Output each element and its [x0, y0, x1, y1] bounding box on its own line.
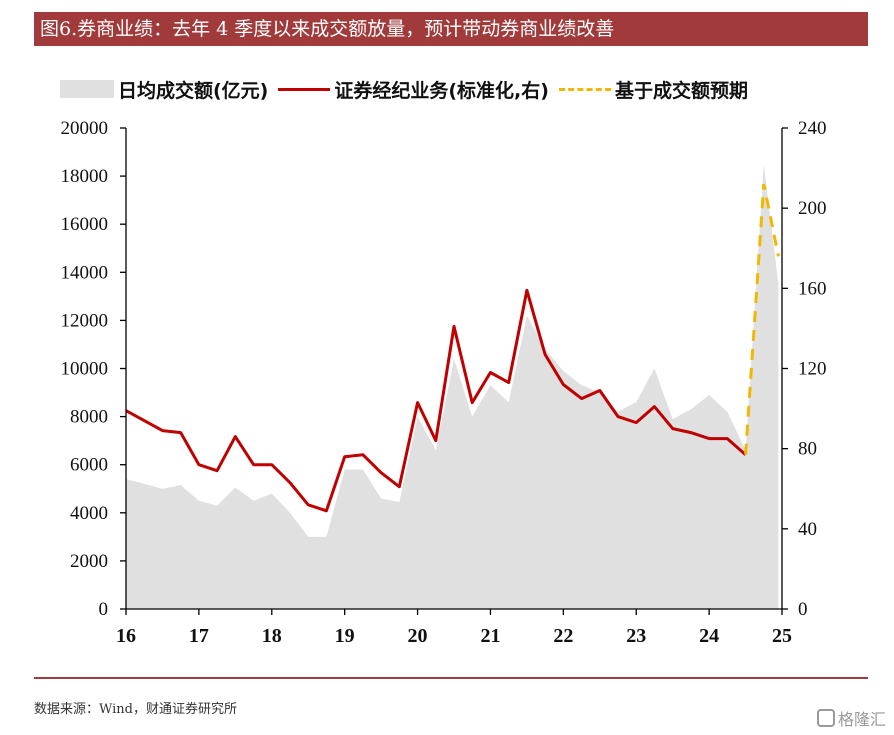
y-left-tick-label: 2000 — [70, 551, 108, 572]
footer-divider — [34, 677, 868, 679]
y-right-tick-label: 40 — [798, 519, 817, 540]
legend-swatch-line — [278, 87, 331, 91]
legend-label-brokerage: 证券经纪业务(标准化,右) — [334, 79, 549, 102]
y-left-tick-label: 6000 — [70, 455, 108, 476]
y-left-tick-label: 0 — [99, 599, 109, 620]
x-tick-label: 24 — [699, 625, 719, 647]
x-tick-label: 17 — [189, 625, 209, 647]
y-right-tick-label: 200 — [798, 198, 827, 219]
source-note: 数据来源：Wind，财通证券研究所 — [34, 702, 237, 717]
y-right-tick-label: 240 — [798, 118, 827, 139]
figure-title: 图6.券商业绩：去年 4 季度以来成交额放量，预计带动券商业绩改善 — [34, 12, 868, 46]
y-left-tick-label: 14000 — [61, 262, 109, 283]
y-right-tick-label: 80 — [798, 439, 817, 460]
watermark: 格隆汇 — [816, 706, 886, 730]
y-left-tick-label: 20000 — [61, 118, 109, 139]
x-tick-label: 20 — [408, 625, 428, 647]
chart-legend: 日均成交额(亿元) 证券经纪业务(标准化,右) 基于成交额预期 — [60, 74, 758, 104]
x-tick-label: 22 — [553, 625, 573, 647]
y-left-tick-label: 10000 — [61, 359, 109, 380]
legend-item-volume: 日均成交额(亿元) — [60, 76, 268, 103]
x-tick-label: 25 — [772, 625, 792, 647]
y-left-tick-label: 12000 — [61, 310, 109, 331]
x-tick-label: 23 — [626, 625, 646, 647]
watermark-text: 格隆汇 — [837, 710, 886, 729]
x-tick-label: 19 — [335, 625, 355, 647]
legend-item-forecast: 基于成交额预期 — [558, 76, 748, 103]
chart-canvas: 0200040006000800010000120001400016000180… — [61, 118, 827, 647]
legend-item-brokerage: 证券经纪业务(标准化,右) — [278, 76, 549, 103]
legend-label-volume: 日均成交额(亿元) — [118, 79, 269, 102]
x-tick-label: 18 — [262, 625, 282, 647]
x-tick-label: 16 — [116, 625, 136, 647]
series-area-volume — [126, 164, 779, 609]
legend-swatch-area — [60, 80, 114, 98]
y-left-tick-label: 18000 — [61, 166, 109, 187]
y-right-tick-label: 0 — [798, 599, 808, 620]
y-left-tick-label: 16000 — [61, 214, 109, 235]
y-right-tick-label: 120 — [798, 359, 827, 380]
series-line-brokerage — [125, 288, 747, 513]
y-right-tick-label: 160 — [798, 278, 827, 299]
y-left-tick-label: 4000 — [70, 503, 108, 524]
watermark-logo-icon — [816, 709, 835, 727]
series-line-forecast — [744, 183, 780, 455]
y-left-tick-label: 8000 — [70, 407, 108, 428]
legend-label-forecast: 基于成交额预期 — [614, 79, 748, 102]
x-tick-label: 21 — [480, 625, 500, 647]
legend-swatch-dash — [558, 87, 611, 91]
